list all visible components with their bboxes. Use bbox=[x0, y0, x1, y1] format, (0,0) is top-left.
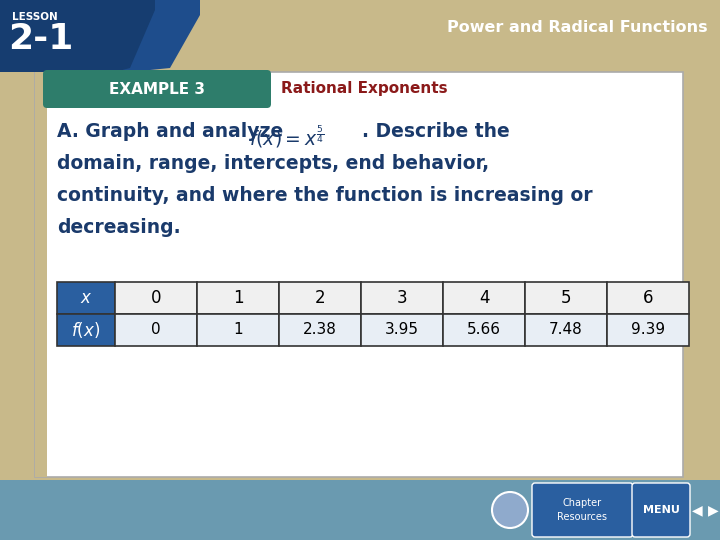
Text: 2: 2 bbox=[315, 289, 325, 307]
Text: 4: 4 bbox=[479, 289, 490, 307]
Text: MENU: MENU bbox=[642, 505, 680, 515]
FancyBboxPatch shape bbox=[632, 483, 690, 537]
FancyBboxPatch shape bbox=[43, 70, 271, 108]
Text: continuity, and where the function is increasing or: continuity, and where the function is in… bbox=[57, 186, 593, 205]
Bar bbox=[0, 480, 720, 540]
Bar bbox=[115, 314, 197, 346]
Text: LESSON: LESSON bbox=[12, 12, 58, 22]
Text: ▶: ▶ bbox=[708, 503, 719, 517]
Text: 1: 1 bbox=[233, 322, 243, 338]
Bar bbox=[361, 282, 443, 314]
Text: 1: 1 bbox=[233, 289, 243, 307]
Text: 0: 0 bbox=[151, 322, 161, 338]
Text: 0: 0 bbox=[150, 289, 161, 307]
Bar bbox=[607, 314, 689, 346]
Text: 7.48: 7.48 bbox=[549, 322, 583, 338]
Bar bbox=[115, 282, 197, 314]
Bar bbox=[35, 72, 683, 477]
Text: 2-1: 2-1 bbox=[8, 22, 73, 56]
Text: 3: 3 bbox=[397, 289, 408, 307]
Text: 3.95: 3.95 bbox=[385, 322, 419, 338]
Text: Chapter
Resources: Chapter Resources bbox=[557, 498, 607, 522]
Bar bbox=[197, 282, 279, 314]
Text: A. Graph and analyze: A. Graph and analyze bbox=[57, 122, 289, 141]
Bar bbox=[279, 282, 361, 314]
Bar bbox=[197, 314, 279, 346]
Text: domain, range, intercepts, end behavior,: domain, range, intercepts, end behavior, bbox=[57, 154, 489, 173]
Text: 6: 6 bbox=[643, 289, 653, 307]
Text: 5: 5 bbox=[561, 289, 571, 307]
Text: Rational Exponents: Rational Exponents bbox=[281, 82, 448, 97]
FancyBboxPatch shape bbox=[532, 483, 633, 537]
Bar bbox=[525, 314, 607, 346]
Text: ◀: ◀ bbox=[692, 503, 702, 517]
Text: 9.39: 9.39 bbox=[631, 322, 665, 338]
Text: Power and Radical Functions: Power and Radical Functions bbox=[447, 21, 708, 36]
Bar bbox=[361, 314, 443, 346]
Text: $f(x)$: $f(x)$ bbox=[71, 320, 101, 340]
Text: $f(x)=x^{\frac{5}{4}}$: $f(x)=x^{\frac{5}{4}}$ bbox=[249, 123, 324, 150]
Bar bbox=[35, 72, 47, 477]
Bar bbox=[0, 0, 720, 72]
Bar bbox=[607, 282, 689, 314]
Text: EXAMPLE 3: EXAMPLE 3 bbox=[109, 82, 205, 97]
Polygon shape bbox=[0, 0, 200, 72]
Bar bbox=[443, 282, 525, 314]
Bar bbox=[443, 314, 525, 346]
Bar bbox=[525, 282, 607, 314]
Text: 5.66: 5.66 bbox=[467, 322, 501, 338]
Bar bbox=[57, 314, 115, 346]
Text: $x$: $x$ bbox=[80, 289, 92, 307]
Polygon shape bbox=[0, 0, 155, 72]
Bar bbox=[279, 314, 361, 346]
Bar bbox=[57, 282, 115, 314]
Text: . Describe the: . Describe the bbox=[362, 122, 510, 141]
Text: decreasing.: decreasing. bbox=[57, 218, 181, 237]
Text: 2.38: 2.38 bbox=[303, 322, 337, 338]
Circle shape bbox=[492, 492, 528, 528]
